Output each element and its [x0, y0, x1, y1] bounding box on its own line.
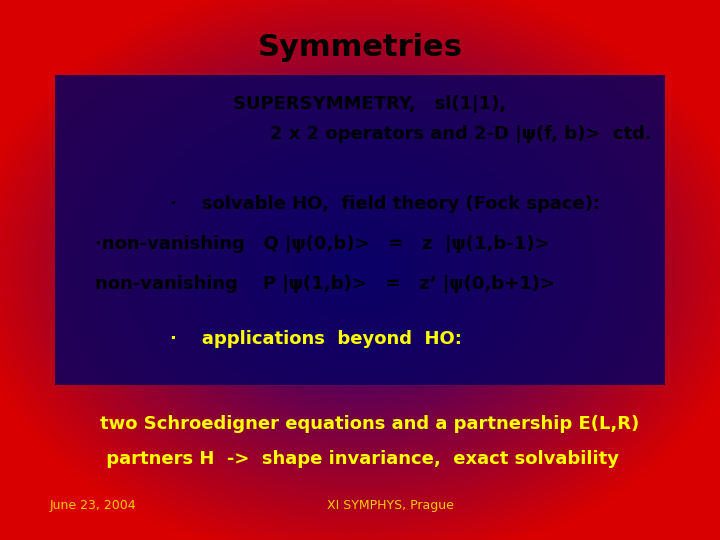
Text: 2 x 2 operators and 2-D |ψ(f, b)>  ctd.: 2 x 2 operators and 2-D |ψ(f, b)> ctd. [270, 125, 652, 143]
Text: XI SYMPHYS, Prague: XI SYMPHYS, Prague [327, 499, 454, 512]
Text: Symmetries: Symmetries [258, 33, 462, 62]
Text: ·non-vanishing   Q |ψ(0,b)>   =   z  |ψ(1,b-1)>: ·non-vanishing Q |ψ(0,b)> = z |ψ(1,b-1)> [95, 235, 549, 253]
Text: June 23, 2004: June 23, 2004 [50, 499, 137, 512]
Text: SUPERSYMMETRY,   sl(1|1),: SUPERSYMMETRY, sl(1|1), [233, 95, 507, 113]
Text: two Schroedigner equations and a partnership E(L,R): two Schroedigner equations and a partner… [100, 415, 639, 433]
Bar [55, 75, 665, 385]
Text: ·    applications  beyond  HO:: · applications beyond HO: [170, 330, 462, 348]
Text: non-vanishing    P |ψ(1,b)>   =   z’ |ψ(0,b+1)>: non-vanishing P |ψ(1,b)> = z’ |ψ(0,b+1)> [95, 275, 555, 293]
Text: partners H  ->  shape invariance,  exact solvability: partners H -> shape invariance, exact so… [100, 450, 619, 468]
Text: ·    solvable HO,  field theory (Fock space):: · solvable HO, field theory (Fock space)… [170, 195, 600, 213]
